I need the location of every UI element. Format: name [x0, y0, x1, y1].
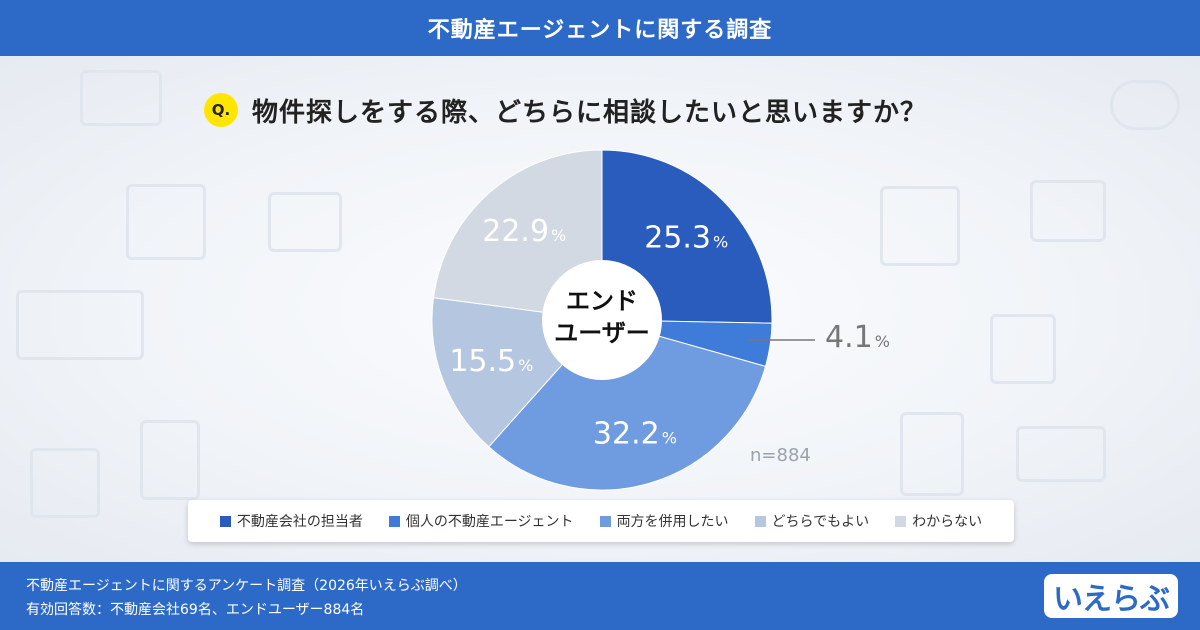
card-icon — [16, 290, 144, 360]
calendar-icon — [30, 448, 100, 518]
question-text: 物件探しをする際、どちらに相談したいと思いますか？ — [252, 97, 928, 128]
question-badge: Q. — [204, 93, 238, 127]
mail-icon — [1030, 180, 1106, 242]
legend-swatch — [599, 515, 611, 527]
chart-legend: 不動産会社の担当者 個人の不動産エージェント 両方を併用したい どちらでもよい … — [188, 500, 1014, 542]
laptop-icon — [80, 70, 162, 126]
legend-label: 不動産会社の担当者 — [236, 514, 363, 530]
legend-item: わからない — [895, 511, 982, 531]
legend-label: 個人の不動産エージェント — [405, 514, 574, 530]
header-bar: 不動産エージェントに関する調査 — [0, 0, 1200, 56]
header-title: 不動産エージェントに関する調査 — [427, 18, 773, 43]
brand-logo: いえらぶ — [1044, 574, 1178, 618]
sample-size-label: n=884 — [750, 445, 811, 466]
legend-item: どちらでもよい — [754, 511, 870, 531]
legend-item: 不動産会社の担当者 — [219, 511, 363, 531]
mail-icon — [268, 192, 342, 252]
footer-bar: 不動産エージェントに関するアンケート調査（2026年いえらぶ調べ） 有効回答数：… — [0, 562, 1200, 630]
footer-respondents-note: 有効回答数：不動産会社69名、エンドユーザー884名 — [26, 602, 365, 618]
center-label-line2: ユーザー — [554, 319, 650, 347]
pie-value-labels: 25.3 % 4.1 % 32.2 % 15.5 % 22.9% — [449, 214, 890, 451]
cloud-icon — [1110, 80, 1180, 130]
center-hole — [542, 260, 662, 380]
building-icon — [880, 186, 960, 266]
legend-swatch — [754, 515, 766, 527]
pie-value-label: 32.2% — [593, 416, 677, 451]
center-label-line1: エンド — [566, 287, 638, 315]
building-icon — [126, 184, 206, 260]
calendar-icon — [990, 314, 1056, 384]
pie-value-label: 15.5% — [449, 344, 533, 379]
document-icon — [900, 412, 964, 496]
legend-swatch — [388, 515, 400, 527]
legend-item: 両方を併用したい — [599, 511, 729, 531]
legend-swatch — [219, 515, 231, 527]
legend-label: わからない — [912, 514, 983, 530]
legend-swatch — [895, 515, 907, 527]
legend-label: 両方を併用したい — [616, 514, 729, 530]
pie-value-label: 25.3% — [644, 220, 728, 255]
pie-slice — [488, 319, 767, 491]
question-row: Q. 物件探しをする際、どちらに相談したいと思いますか？ — [204, 90, 927, 130]
legend-label: どちらでもよい — [771, 514, 870, 530]
legend-item: 個人の不動産エージェント — [388, 511, 574, 531]
document-icon — [140, 420, 200, 500]
footer-source-note: 不動産エージェントに関するアンケート調査（2026年いえらぶ調べ） — [26, 578, 467, 594]
pie-value-label: 4.1% — [825, 320, 890, 355]
video-icon — [1016, 426, 1106, 482]
pie-value-label: 22.9% — [482, 214, 566, 249]
